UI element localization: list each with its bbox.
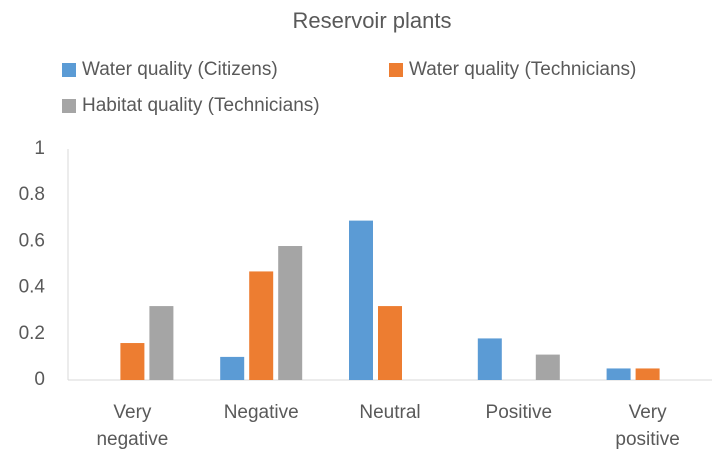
bar	[249, 271, 274, 380]
bar	[477, 338, 502, 380]
x-tick-label: Very positive	[615, 402, 680, 450]
x-tick-label: Very negative	[96, 402, 169, 450]
legend-label: Water quality (Citizens)	[82, 59, 278, 80]
bar	[149, 306, 174, 380]
chart-title: Reservoir plants	[293, 8, 452, 33]
y-tick-label: 0.2	[19, 323, 45, 344]
x-tick-label: Neutral	[359, 402, 421, 423]
bar	[535, 354, 560, 380]
x-tick-label: Positive	[485, 402, 553, 423]
bar	[606, 368, 631, 380]
bar	[635, 368, 660, 380]
y-tick-label: 0	[34, 369, 45, 390]
bar	[220, 356, 245, 380]
bar	[349, 220, 373, 380]
bar	[378, 306, 402, 380]
y-tick-label: 1	[34, 138, 45, 159]
legend-swatch	[62, 63, 76, 77]
legend-label: Water quality (Technicians)	[409, 59, 636, 80]
y-tick-label: 0.4	[19, 277, 46, 298]
bar	[278, 246, 303, 380]
legend-swatch	[389, 63, 403, 77]
legend-label: Habitat quality (Technicians)	[82, 95, 320, 116]
bar	[120, 343, 145, 380]
legend-swatch	[62, 99, 76, 113]
x-tick-label: Negative	[223, 402, 299, 423]
y-tick-label: 0.6	[19, 230, 45, 251]
y-tick-label: 0.8	[19, 184, 45, 205]
